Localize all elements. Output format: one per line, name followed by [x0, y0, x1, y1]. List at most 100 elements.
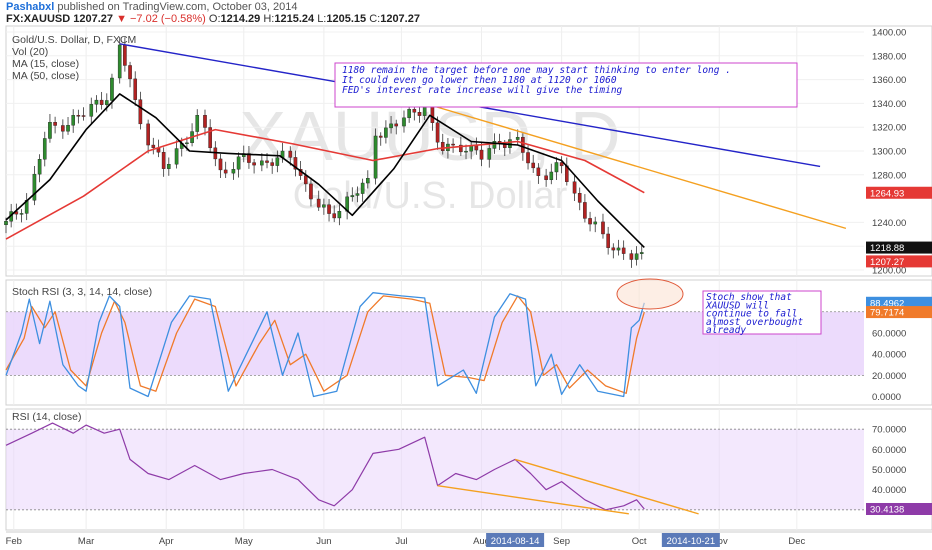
candle-body — [360, 182, 365, 194]
candle-body — [601, 221, 605, 235]
candle-body — [303, 175, 308, 185]
candle-body — [104, 100, 109, 105]
candle-body — [435, 122, 440, 143]
candle-body — [629, 253, 634, 260]
published-text: published on TradingView.com, October 03… — [57, 1, 298, 13]
trendline-orange[interactable] — [424, 102, 847, 230]
candle-body — [639, 252, 644, 254]
stoch-annotation-line-2: continue to fall — [706, 309, 798, 320]
candle-body — [293, 157, 298, 170]
stoch-annotation-line-4: already — [706, 325, 746, 336]
candle-body — [559, 162, 564, 167]
quote-line: FX:XAUUSD 1207.27 ▼ −7.02 (−0.58%) O:121… — [6, 13, 420, 25]
rsi-tick-label: 60.0000 — [872, 445, 906, 456]
price-change: ▼ −7.02 (−0.58%) — [116, 13, 206, 25]
close-label: C: — [369, 13, 381, 25]
candle-body — [236, 156, 241, 170]
stoch-d-line — [5, 295, 645, 394]
candle-body — [110, 77, 114, 101]
candle-body — [459, 144, 463, 153]
stoch-annotation-line-3: almost overbought — [706, 317, 804, 328]
rsi-legend: RSI (14, close) — [12, 411, 81, 423]
last-price: 1207.27 — [73, 13, 113, 25]
candle-body — [252, 162, 256, 166]
candle-body — [167, 163, 171, 169]
candle-body — [151, 144, 156, 148]
date-tick-aug: Aug — [473, 536, 490, 547]
open-label: O: — [208, 13, 221, 25]
date-highlight-0: 2014-08-14 — [491, 536, 540, 547]
price-annotation-line-1: It could even go lower then 1180 at 1120… — [342, 75, 617, 86]
candle-body — [616, 247, 621, 251]
stoch-annotation-line-0: Stoch show that — [706, 292, 792, 303]
rsi-value-label-0-bg — [866, 502, 932, 515]
author-name[interactable]: Pashabxl — [6, 1, 55, 13]
price-tick-label: 1200.00 — [872, 266, 906, 277]
publish-line: Pashabxl published on TradingView.com, O… — [6, 1, 298, 13]
candle-body — [32, 173, 37, 201]
stoch-tick-label: 20.0000 — [872, 371, 906, 382]
candle-body — [384, 127, 388, 138]
date-tick-jul: Jul — [395, 536, 407, 547]
symbol: FX:XAUUSD — [6, 13, 71, 25]
candle-body — [593, 221, 598, 225]
stoch-tick-label: 40.0000 — [872, 350, 906, 361]
candle-body — [322, 204, 326, 208]
low-value: 1205.15 — [326, 13, 367, 25]
candle-body — [373, 135, 378, 179]
candle-body — [350, 195, 355, 198]
rsi-tick-label: 50.0000 — [872, 465, 906, 476]
candle-body — [37, 159, 42, 175]
candle-body — [208, 127, 212, 149]
candle-body — [42, 138, 47, 160]
price-annotation[interactable]: 1180 remain the target before one may st… — [334, 62, 798, 108]
candle-body — [492, 141, 497, 149]
candle-body — [536, 167, 541, 176]
candle-body — [526, 152, 530, 164]
candle-body — [389, 123, 393, 129]
candle-body — [337, 211, 342, 219]
candle-body — [402, 117, 406, 127]
candle-body — [138, 99, 143, 125]
price-annotation-line-0: 1180 remain the target before one may st… — [342, 65, 731, 76]
price-tick-label: 1340.00 — [872, 99, 906, 110]
candle-body — [430, 105, 435, 123]
price-label-1: 1218.88 — [870, 243, 904, 254]
candle-body — [355, 193, 360, 196]
candle-body — [621, 247, 626, 254]
candle-body — [515, 137, 520, 140]
candle-body — [440, 141, 445, 152]
candle-body — [407, 108, 411, 119]
chart-header: Pashabxl published on TradingView.com, O… — [0, 0, 932, 26]
candle-body — [260, 160, 264, 166]
stoch-tick-label: 0.0000 — [872, 392, 901, 403]
candle-body — [611, 247, 616, 251]
candle-body — [195, 115, 200, 132]
price-label-2: 1207.27 — [870, 257, 904, 268]
candle-body — [99, 99, 104, 105]
candle-body — [474, 145, 479, 151]
stoch-value-label-1: 79.7174 — [870, 308, 904, 319]
candle-body — [81, 115, 86, 117]
candle-body — [464, 150, 468, 153]
candle-body — [521, 137, 525, 153]
candle-body — [185, 142, 189, 145]
legend-title: Gold/U.S. Dollar, D, FXCM — [12, 34, 136, 46]
price-tick-label: 1300.00 — [872, 147, 906, 158]
candle-body — [544, 175, 548, 180]
price-tick-label: 1320.00 — [872, 123, 906, 134]
rsi-trendline-0[interactable] — [437, 484, 629, 515]
rsi-trendline-1[interactable] — [514, 458, 699, 515]
legend-item-1: MA (15, close) — [12, 58, 79, 70]
candle-body — [577, 193, 582, 203]
rsi-line — [5, 422, 645, 511]
candle-body — [479, 149, 484, 160]
stoch-annotation-box — [702, 290, 822, 335]
candle-body — [288, 150, 293, 158]
date-highlight-bg-0 — [486, 533, 545, 547]
price-tick-label: 1280.00 — [872, 170, 906, 181]
candle-body — [4, 221, 8, 226]
legend-item-2: MA (50, close) — [12, 70, 79, 82]
